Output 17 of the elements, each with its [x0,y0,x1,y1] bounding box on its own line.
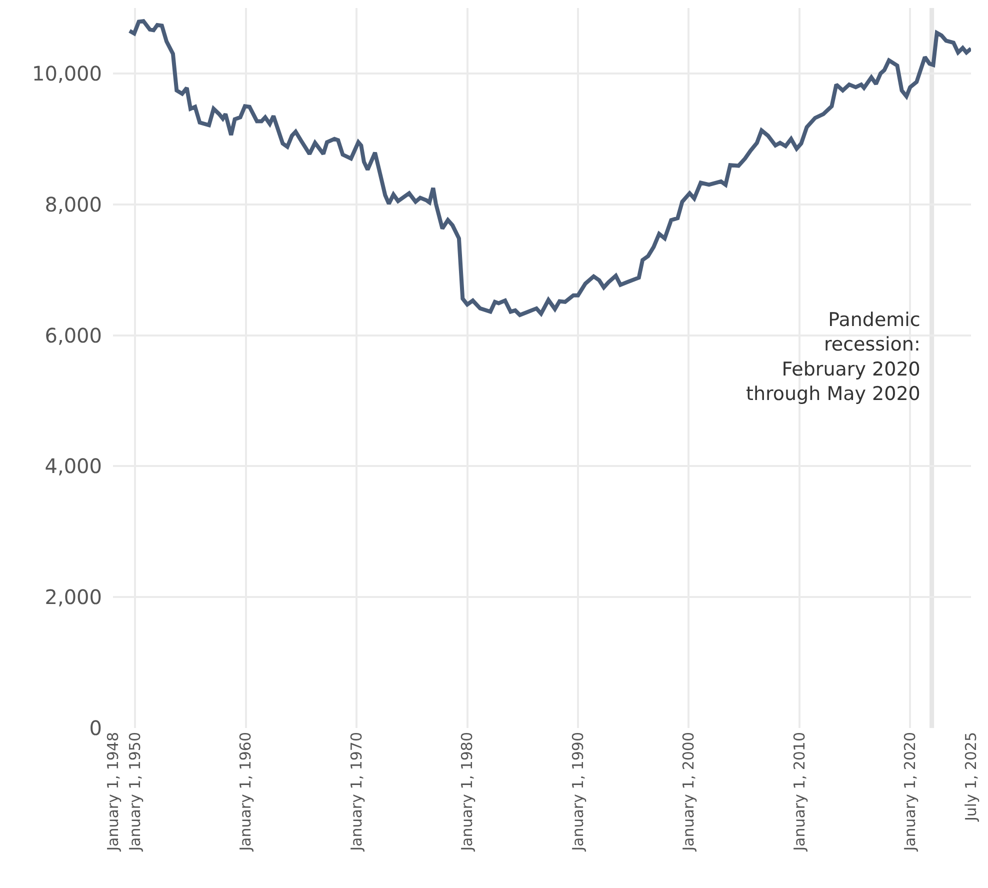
y-tick-label: 0 [89,716,102,740]
x-tick-label: July 1, 2025 [962,732,980,822]
x-tick-label: January 1, 1970 [347,732,366,852]
x-tick-label: January 1, 1990 [568,732,587,852]
y-tick-label: 10,000 [32,61,102,86]
x-tick-label: January 1, 1948 [104,732,122,852]
y-tick-label: 6,000 [44,323,102,348]
y-tick-label: 2,000 [44,585,102,610]
x-tick-label: January 1, 1950 [126,732,144,852]
band-label: Pandemic recession: February 2020 through May 2020 [746,309,920,406]
x-tick-label: January 1, 1980 [458,732,476,852]
x-tick-label: January 1, 2010 [790,732,808,852]
y-tick-label: 8,000 [44,192,102,216]
y-tick-label: 4,000 [44,454,102,478]
x-tick-label: January 1, 1960 [236,732,255,852]
x-tick-label: January 1, 2020 [901,732,920,852]
x-tick-label: January 1, 2000 [680,732,698,852]
